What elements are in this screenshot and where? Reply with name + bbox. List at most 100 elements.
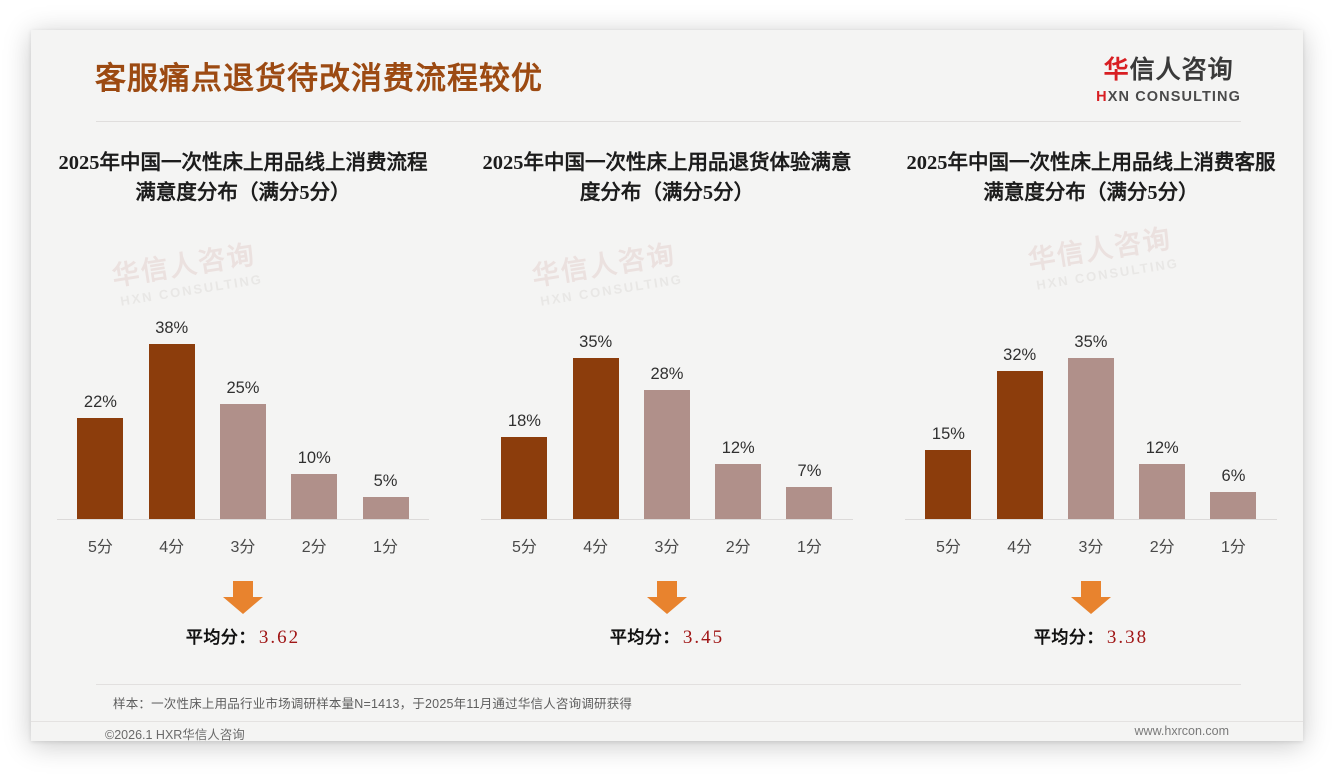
axis-tick-label: 5分: [935, 539, 961, 556]
bar-slot[interactable]: 10%: [281, 288, 348, 520]
chart-panel-2: 2025年中国一次性床上用品退货体验满意度分布（满分5分） 华信人咨询 HXN …: [455, 148, 879, 649]
slide-footer: ©2026.1 HXR华信人咨询 www.hxrcon.com: [31, 722, 1303, 741]
down-arrow-icon: [222, 581, 264, 615]
bar-slot[interactable]: 35%: [562, 288, 629, 520]
chart-title: 2025年中国一次性床上用品线上消费客服满意度分布（满分5分）: [906, 152, 1276, 205]
chart-title: 2025年中国一次性床上用品退货体验满意度分布（满分5分）: [482, 152, 852, 205]
axis-tick-label: 4分: [1007, 539, 1033, 556]
axis-tick-label: 2分: [725, 539, 751, 556]
logo-h-character: H: [1096, 89, 1108, 105]
charts-row: 2025年中国一次性床上用品线上消费流程满意度分布（满分5分） 华信人咨询 HX…: [31, 148, 1303, 649]
bar[interactable]: [996, 371, 1043, 520]
bar[interactable]: [148, 344, 195, 520]
bar-plot: 22% 38% 25% 10%: [45, 260, 441, 520]
x-axis-line: [57, 519, 429, 520]
bar-slot[interactable]: 6%: [1200, 288, 1267, 520]
bar-slot[interactable]: 18%: [491, 288, 558, 520]
bar-value-label: 15%: [931, 425, 965, 443]
bar-value-label: 12%: [721, 439, 755, 457]
bar[interactable]: [291, 474, 338, 520]
axis-tick-label: 3分: [654, 539, 680, 556]
average-score-label: 平均分：: [609, 628, 680, 647]
down-arrow-icon: [646, 581, 688, 615]
average-score-text: 平均分： 3.62: [45, 623, 441, 649]
bar[interactable]: [925, 450, 972, 520]
slide-canvas: 客服痛点退货待改消费流程较优 华信人咨询 HXN CONSULTING 2025…: [31, 30, 1303, 741]
header-divider: [96, 121, 1241, 122]
bar-slot[interactable]: 12%: [705, 288, 772, 520]
company-logo: 华信人咨询 HXN CONSULTING: [1096, 58, 1241, 105]
bar-value-label: 38%: [155, 319, 189, 337]
down-arrow-icon: [1070, 581, 1112, 615]
copyright-text: ©2026.1 HXR华信人咨询: [105, 728, 245, 741]
bar[interactable]: [362, 497, 409, 520]
axis-tick-label: 3分: [1078, 539, 1104, 556]
average-score-value: 3.38: [1106, 627, 1149, 648]
chart-title: 2025年中国一次性床上用品线上消费流程满意度分布（满分5分）: [58, 152, 428, 205]
bar[interactable]: [572, 358, 619, 520]
logo-english-rest: XN CONSULTING: [1107, 89, 1241, 105]
page-title: 客服痛点退货待改消费流程较优: [95, 61, 543, 96]
bar-group: 22% 38% 25% 10%: [67, 288, 419, 520]
bar-value-label: 12%: [1145, 439, 1179, 457]
average-score-label: 平均分：: [1033, 628, 1104, 647]
average-callout: 平均分： 3.38: [893, 581, 1289, 649]
bar-slot[interactable]: 32%: [986, 288, 1053, 520]
bar-plot: 15% 32% 35% 12%: [893, 260, 1289, 520]
x-axis-labels: 5分 4分 3分 2分 1分: [491, 520, 843, 557]
sample-footnote: 样本：一次性床上用品行业市场调研样本量N=1413，于2025年11月通过华信人…: [113, 697, 633, 711]
x-axis-labels: 5分 4分 3分 2分 1分: [67, 520, 419, 557]
bar-slot[interactable]: 12%: [1129, 288, 1196, 520]
bar[interactable]: [219, 404, 266, 520]
average-score-text: 平均分： 3.45: [469, 623, 865, 649]
bar[interactable]: [643, 390, 690, 520]
bar-slot[interactable]: 5%: [352, 288, 419, 520]
average-callout: 平均分： 3.45: [469, 581, 865, 649]
logo-chinese-text: 华信人咨询: [1096, 58, 1241, 83]
chart-panel-1: 2025年中国一次性床上用品线上消费流程满意度分布（满分5分） 华信人咨询 HX…: [31, 148, 455, 649]
average-score-value: 3.45: [682, 627, 725, 648]
bar[interactable]: [77, 418, 124, 520]
axis-tick-label: 2分: [1149, 539, 1175, 556]
bar-slot[interactable]: 35%: [1058, 288, 1125, 520]
bar[interactable]: [715, 464, 762, 520]
axis-tick-label: 1分: [373, 539, 398, 556]
average-score-text: 平均分： 3.38: [893, 623, 1289, 649]
footnote-divider: [96, 684, 1241, 685]
bar-value-label: 22%: [83, 393, 117, 411]
website-url[interactable]: www.hxrcon.com: [1134, 724, 1229, 738]
axis-tick-label: 4分: [159, 539, 185, 556]
bar-group: 18% 35% 28% 12%: [491, 288, 843, 520]
bar-slot[interactable]: 25%: [210, 288, 277, 520]
bar[interactable]: [1139, 464, 1186, 520]
bar-value-label: 10%: [297, 449, 331, 467]
bar-value-label: 35%: [579, 333, 613, 351]
axis-tick-label: 1分: [797, 539, 822, 556]
bar[interactable]: [786, 487, 833, 520]
bar-slot[interactable]: 22%: [67, 288, 134, 520]
logo-chinese-rest: 信人咨询: [1129, 56, 1234, 84]
x-axis-line: [480, 519, 853, 520]
logo-english-text: HXN CONSULTING: [1096, 90, 1241, 105]
bar[interactable]: [501, 437, 548, 520]
bar[interactable]: [1067, 358, 1114, 520]
axis-tick-label: 1分: [1221, 539, 1246, 556]
bar-value-label: 25%: [226, 379, 260, 397]
bar-value-label: 35%: [1074, 333, 1108, 351]
x-axis-labels: 5分 4分 3分 2分 1分: [915, 520, 1267, 557]
axis-tick-label: 2分: [301, 539, 327, 556]
bar-value-label: 6%: [1221, 467, 1246, 485]
logo-hua-character: 华: [1103, 56, 1130, 84]
bar-slot[interactable]: 15%: [915, 288, 982, 520]
bar-slot[interactable]: 28%: [634, 288, 701, 520]
bar-slot[interactable]: 38%: [138, 288, 205, 520]
bar-value-label: 18%: [507, 412, 541, 430]
bar-value-label: 28%: [650, 365, 684, 383]
bar[interactable]: [1210, 492, 1257, 520]
bar-group: 15% 32% 35% 12%: [915, 288, 1267, 520]
bar-slot[interactable]: 7%: [776, 288, 843, 520]
axis-tick-label: 5分: [511, 539, 537, 556]
axis-tick-label: 5分: [87, 539, 113, 556]
bar-value-label: 32%: [1003, 346, 1037, 364]
footer-divider: [31, 721, 1303, 722]
